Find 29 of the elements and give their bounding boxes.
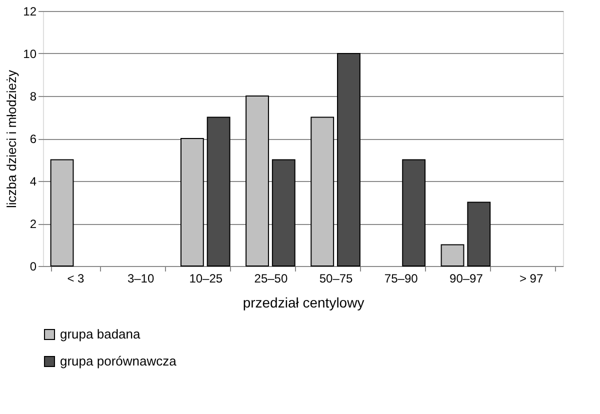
y-tick-label: 6 (30, 132, 37, 146)
x-tick-label: 25–50 (254, 272, 288, 286)
x-tick-label: < 3 (67, 272, 85, 286)
y-tick-label: 10 (23, 47, 37, 61)
bar (206, 116, 230, 266)
x-tick-label: > 97 (519, 272, 544, 286)
y-tick-label: 2 (30, 217, 37, 231)
y-tick-label: 0 (30, 260, 37, 274)
bar (467, 202, 491, 266)
x-axis-title: przedział centylowy (242, 294, 364, 310)
bar (402, 159, 426, 266)
bar (440, 244, 464, 266)
y-tick-label: 8 (30, 90, 37, 104)
y-tick-label: 12 (23, 4, 37, 18)
bar (310, 116, 334, 266)
x-tick-label: 50–75 (319, 272, 354, 286)
legend-label: grupa badana (60, 326, 142, 342)
x-tick-label: 75–90 (384, 272, 418, 286)
y-axis-title: liczba dzieci i młodzieży (4, 70, 20, 208)
x-tick-label: 90–97 (450, 272, 484, 286)
bar (272, 159, 296, 266)
bar (180, 138, 204, 266)
legend-label: grupa porównawcza (60, 354, 178, 368)
y-tick-label: 4 (30, 174, 37, 188)
x-tick-label: 10–25 (189, 272, 223, 286)
x-tick-label: 3–10 (127, 272, 154, 286)
bar (246, 96, 269, 266)
bar (50, 159, 74, 266)
bar (337, 53, 360, 266)
